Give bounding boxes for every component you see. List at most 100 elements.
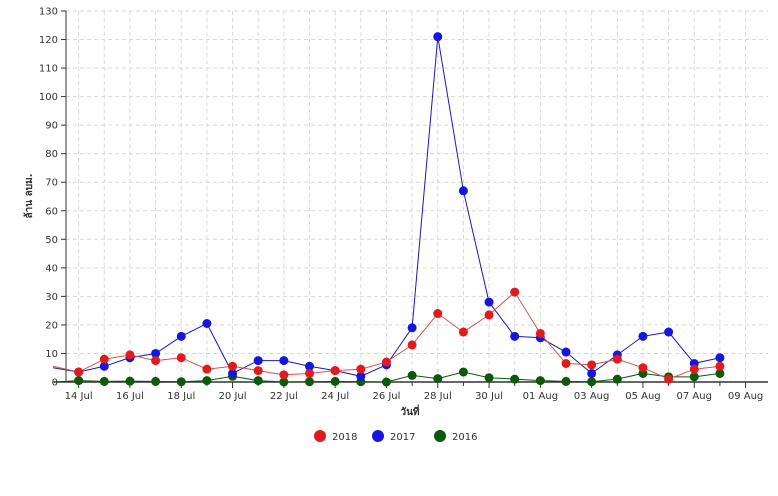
x-axis: 14 Jul 16 Jul 18 Jul 20 Jul 22 Jul 24 Jul 26 J… [54, 381, 768, 402]
data-point[interactable] [356, 364, 366, 374]
data-point[interactable] [407, 340, 417, 350]
data-point[interactable] [561, 347, 571, 357]
data-point[interactable] [510, 287, 520, 297]
data-point[interactable] [151, 348, 161, 358]
x-tick-label: 07 Aug [677, 391, 712, 402]
data-point[interactable] [228, 361, 238, 371]
data-point[interactable] [99, 361, 109, 371]
legend: 2018 2017 2016 [314, 430, 477, 443]
y-axis-title: ล้าน ลบม. [23, 174, 35, 219]
data-point[interactable] [99, 376, 109, 386]
data-point[interactable] [433, 374, 443, 384]
legend-item-2016[interactable]: 2016 [434, 430, 477, 443]
y-tick-label: 80 [45, 149, 58, 160]
legend-marker [314, 430, 326, 442]
x-tick-label: 18 Jul [167, 391, 195, 402]
data-point[interactable] [253, 366, 263, 376]
data-point[interactable] [202, 376, 212, 386]
data-point[interactable] [305, 368, 314, 378]
x-tick-label: 22 Jul [270, 391, 298, 402]
data-point[interactable] [74, 376, 84, 386]
data-point[interactable] [433, 32, 443, 42]
data-point[interactable] [202, 364, 212, 374]
data-point[interactable] [715, 361, 725, 371]
series-2018 [52, 287, 725, 384]
legend-label: 2017 [390, 432, 415, 443]
data-point[interactable] [125, 350, 135, 360]
x-tick-label: 26 Jul [372, 391, 400, 402]
data-point[interactable] [151, 356, 161, 366]
data-point[interactable] [484, 373, 494, 383]
data-point[interactable] [587, 368, 597, 378]
data-point[interactable] [305, 377, 314, 387]
data-point[interactable] [407, 370, 417, 380]
data-point[interactable] [612, 354, 622, 364]
legend-marker [372, 430, 384, 442]
data-point[interactable] [125, 376, 135, 386]
data-point[interactable] [715, 368, 725, 378]
data-point[interactable] [535, 328, 545, 338]
data-point[interactable] [99, 354, 109, 364]
data-point[interactable] [253, 356, 263, 366]
data-point[interactable] [561, 376, 571, 386]
data-point[interactable] [176, 377, 186, 387]
data-point[interactable] [330, 366, 340, 376]
legend-item-2017[interactable]: 2017 [372, 430, 415, 443]
data-point[interactable] [253, 376, 263, 386]
data-point[interactable] [151, 376, 161, 386]
data-point[interactable] [176, 353, 186, 363]
y-tick-label: 120 [39, 35, 58, 46]
data-point[interactable] [74, 367, 84, 377]
data-point[interactable] [510, 331, 520, 341]
data-point[interactable] [510, 374, 520, 384]
y-tick-label: 90 [45, 121, 58, 132]
data-point[interactable] [561, 358, 571, 368]
data-point[interactable] [305, 361, 314, 371]
data-point[interactable] [176, 331, 186, 341]
y-tick-label: 130 [39, 7, 58, 18]
data-point[interactable] [202, 318, 212, 328]
x-tick-label: 14 Jul [65, 391, 93, 402]
legend-item-2018[interactable]: 2018 [314, 430, 357, 443]
series-layer [52, 32, 725, 387]
series-2017 [52, 32, 725, 381]
data-point[interactable] [664, 327, 674, 337]
data-point[interactable] [407, 323, 417, 333]
data-point[interactable] [330, 376, 340, 386]
grid-lines [66, 10, 768, 382]
data-point[interactable] [484, 310, 494, 320]
y-tick-label: 100 [39, 92, 58, 103]
y-axis: 0 10 20 30 40 50 60 70 80 90 100 110 120 130 [39, 7, 67, 389]
data-point[interactable] [638, 363, 648, 373]
data-point[interactable] [458, 186, 468, 196]
data-point[interactable] [381, 377, 391, 387]
data-point[interactable] [279, 370, 289, 380]
x-tick-label: 28 Jul [424, 391, 452, 402]
data-point[interactable] [279, 377, 289, 387]
series-2016 [52, 367, 725, 387]
data-point[interactable] [715, 353, 725, 363]
data-point[interactable] [381, 357, 391, 367]
data-point[interactable] [484, 297, 494, 307]
data-point[interactable] [535, 376, 545, 386]
y-tick-label: 0 [52, 378, 58, 389]
data-point[interactable] [664, 374, 674, 384]
data-point[interactable] [458, 327, 468, 337]
data-point[interactable] [612, 374, 622, 384]
data-point[interactable] [587, 377, 597, 387]
data-point[interactable] [689, 372, 699, 382]
legend-label: 2018 [332, 432, 357, 443]
data-point[interactable] [458, 367, 468, 377]
data-point[interactable] [638, 331, 648, 341]
data-point[interactable] [433, 309, 443, 319]
data-point[interactable] [587, 360, 597, 370]
x-tick-label: 16 Jul [116, 391, 144, 402]
data-point[interactable] [279, 356, 289, 366]
legend-marker [434, 430, 446, 442]
x-tick-label: 03 Aug [574, 391, 609, 402]
data-point[interactable] [228, 368, 238, 378]
x-tick-label: 30 Jul [475, 391, 503, 402]
data-point[interactable] [689, 364, 699, 374]
data-point[interactable] [356, 371, 366, 381]
